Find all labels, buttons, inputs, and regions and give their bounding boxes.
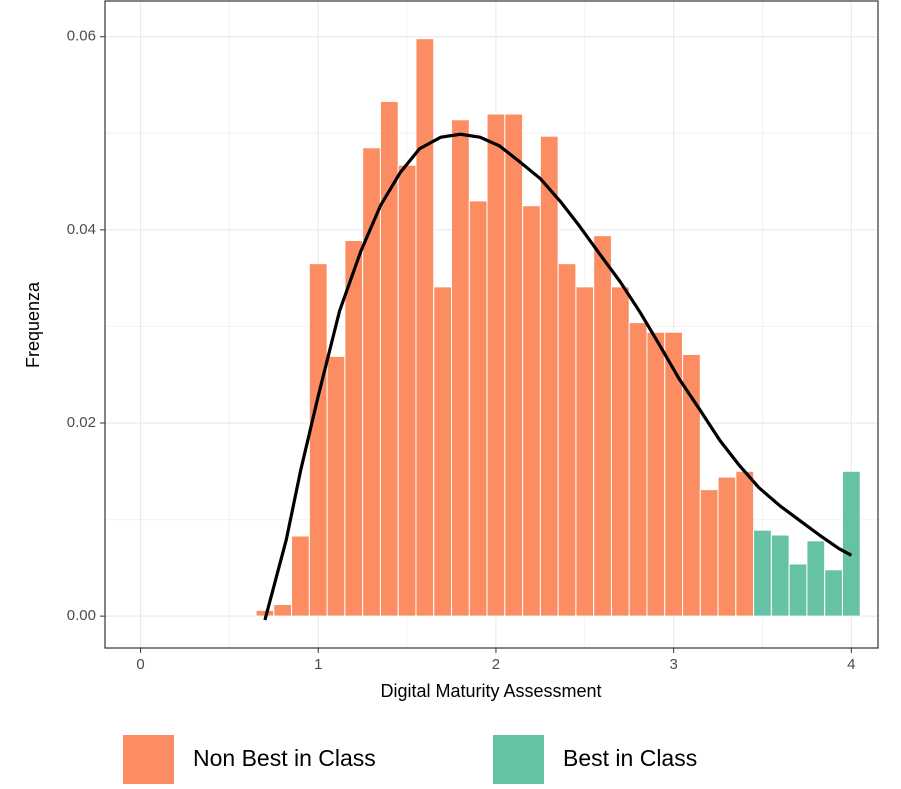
bar [753, 529, 772, 617]
x-tick-label: 1 [314, 656, 322, 673]
bar [841, 470, 861, 617]
y-tick-label: 0.00 [67, 607, 96, 624]
legend-label: Best in Class [563, 745, 697, 771]
bar [628, 322, 648, 617]
bar [415, 38, 435, 617]
x-tick-label: 0 [136, 656, 144, 673]
y-axis-title: Frequenza [23, 281, 43, 368]
bar [468, 200, 488, 617]
bar [699, 489, 719, 617]
y-tick-label: 0.02 [67, 414, 96, 431]
bar [397, 164, 417, 617]
bar [682, 353, 701, 617]
bar [824, 569, 843, 617]
bar [326, 355, 346, 617]
legend-label: Non Best in Class [193, 745, 376, 771]
bar [433, 286, 453, 617]
bar [504, 113, 524, 617]
bar [344, 239, 364, 617]
bar [770, 534, 790, 617]
x-tick-label: 2 [492, 656, 500, 673]
bar [486, 113, 506, 617]
bar [664, 331, 684, 617]
bar [610, 286, 630, 617]
bar [575, 286, 595, 617]
bar [273, 604, 293, 617]
panel-border [104, 0, 879, 649]
legend-swatch [123, 735, 174, 784]
x-tick-label: 4 [847, 656, 855, 673]
x-tick-label: 3 [669, 656, 677, 673]
x-axis-title: Digital Maturity Assessment [380, 681, 601, 701]
bar [806, 540, 826, 617]
bar [646, 331, 666, 617]
density-curve [263, 132, 853, 621]
bar [788, 563, 808, 617]
bar [593, 235, 612, 617]
legend-swatch [493, 735, 544, 784]
bar [557, 263, 577, 617]
bar [522, 205, 541, 617]
bar [735, 470, 755, 617]
bar [539, 135, 559, 617]
y-tick-label: 0.04 [67, 221, 96, 238]
bar [451, 119, 470, 617]
bar [717, 476, 737, 617]
y-tick-label: 0.06 [67, 28, 96, 45]
bar [308, 263, 328, 617]
bar [291, 535, 310, 617]
bar [362, 147, 381, 617]
